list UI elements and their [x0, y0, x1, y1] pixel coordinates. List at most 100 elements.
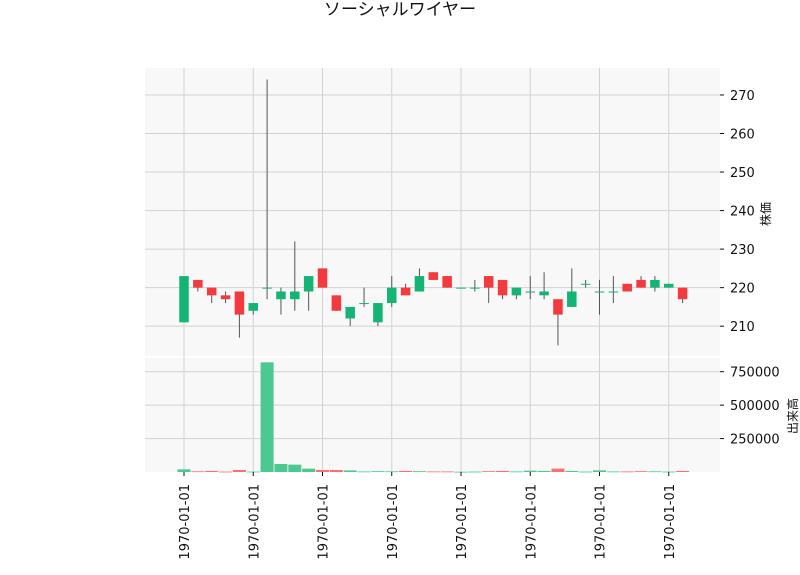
- candle-body: [345, 306, 355, 319]
- price-panel-background: [145, 68, 720, 357]
- x-tick-label: 1970-01-01: [524, 484, 539, 560]
- volume-panel-background: [145, 357, 720, 472]
- volume-bar: [412, 471, 426, 472]
- candle: [387, 276, 397, 307]
- price-axis-label: 株価: [758, 202, 773, 226]
- price-axis-ticks: 210 220 230 240 250 260 270: [720, 89, 755, 335]
- candle: [539, 272, 549, 300]
- chart-title: ソーシャルワイヤー: [323, 0, 477, 20]
- candle: [608, 276, 619, 304]
- candle-body: [497, 279, 508, 296]
- x-tick-label: 1970-01-01: [247, 484, 262, 560]
- volume-tick-label: 500000: [730, 399, 780, 414]
- candle-body: [567, 291, 577, 307]
- candle-body: [193, 279, 203, 288]
- candle: [276, 287, 286, 315]
- volume-bar: [509, 471, 523, 473]
- candle-body: [290, 291, 300, 300]
- candle: [442, 276, 452, 288]
- candle-body: [470, 287, 480, 289]
- candle-body: [179, 276, 189, 323]
- candle: [303, 276, 314, 311]
- candle: [594, 279, 605, 315]
- candle-body: [483, 276, 494, 288]
- candle: [331, 295, 342, 311]
- candle-body: [303, 276, 314, 292]
- price-tick-label: 230: [730, 243, 755, 258]
- candle: [345, 306, 355, 327]
- price-tick-label: 210: [730, 320, 755, 335]
- candle-body: [594, 291, 605, 293]
- candle-body: [331, 295, 342, 311]
- candle: [359, 287, 369, 307]
- candle: [220, 291, 231, 304]
- volume-bar: [565, 470, 579, 472]
- volume-bar: [426, 471, 440, 473]
- candle-body: [636, 279, 646, 288]
- volume-axis-ticks: 250000 500000 750000: [720, 366, 780, 448]
- price-tick-label: 260: [730, 128, 755, 143]
- volume-bar: [634, 471, 648, 472]
- candle: [497, 279, 508, 300]
- candle: [400, 283, 411, 296]
- x-tick-label: 1970-01-01: [317, 484, 332, 560]
- candle: [636, 276, 646, 288]
- x-tick-label: 1970-01-01: [663, 484, 678, 560]
- candle: [677, 287, 688, 304]
- volume-bar: [232, 469, 246, 472]
- candle: [580, 279, 591, 288]
- candle: [414, 268, 425, 292]
- candle-body: [262, 287, 272, 289]
- volume-bar: [205, 470, 219, 472]
- candle: [456, 287, 466, 289]
- candle: [470, 279, 480, 292]
- volume-bar: [246, 471, 260, 473]
- volume-bar: [579, 471, 593, 473]
- volume-tick-label: 750000: [730, 366, 780, 381]
- price-tick-label: 240: [730, 205, 755, 220]
- volume-bar: [593, 470, 606, 472]
- candle-body: [317, 268, 328, 288]
- candle-body: [276, 291, 286, 300]
- candle-body: [248, 303, 258, 311]
- candle: [525, 276, 535, 300]
- candle-body: [456, 287, 466, 289]
- candle-body: [608, 291, 619, 293]
- x-tick-label: 1970-01-01: [386, 484, 401, 560]
- candle-body: [359, 303, 369, 305]
- candle-body: [442, 276, 452, 288]
- volume-bar: [440, 471, 454, 473]
- candle-body: [525, 291, 535, 293]
- volume-bar: [468, 471, 482, 473]
- candle-body: [622, 283, 632, 292]
- candle: [428, 272, 439, 280]
- volume-bar: [371, 471, 385, 472]
- candle: [511, 287, 522, 300]
- candle: [373, 303, 383, 327]
- volume-bar: [606, 471, 620, 473]
- candle-body: [206, 287, 217, 296]
- x-axis-ticks: 1970-01-01 1970-01-01 1970-01-01 1970-01-01…: [178, 472, 678, 560]
- x-tick-label: 1970-01-01: [594, 484, 609, 560]
- candles: [179, 79, 688, 346]
- volume-bars: [177, 362, 690, 473]
- candle-body: [414, 276, 425, 292]
- candle-body: [553, 299, 563, 315]
- volume-bar: [316, 469, 329, 472]
- candle-body: [428, 272, 439, 280]
- volume-bar: [496, 470, 510, 472]
- candle-body: [234, 291, 245, 315]
- volume-bar: [482, 471, 496, 472]
- candle-body: [373, 303, 383, 323]
- price-tick-label: 270: [730, 89, 755, 104]
- volume-bar: [288, 464, 302, 472]
- candle: [234, 291, 245, 338]
- candle: [483, 276, 494, 304]
- candle: [553, 299, 563, 346]
- volume-bar: [537, 470, 551, 472]
- x-tick-label: 1970-01-01: [455, 484, 470, 560]
- candle: [567, 268, 577, 307]
- x-tick-label: 1970-01-01: [178, 484, 193, 560]
- volume-bar: [260, 362, 274, 472]
